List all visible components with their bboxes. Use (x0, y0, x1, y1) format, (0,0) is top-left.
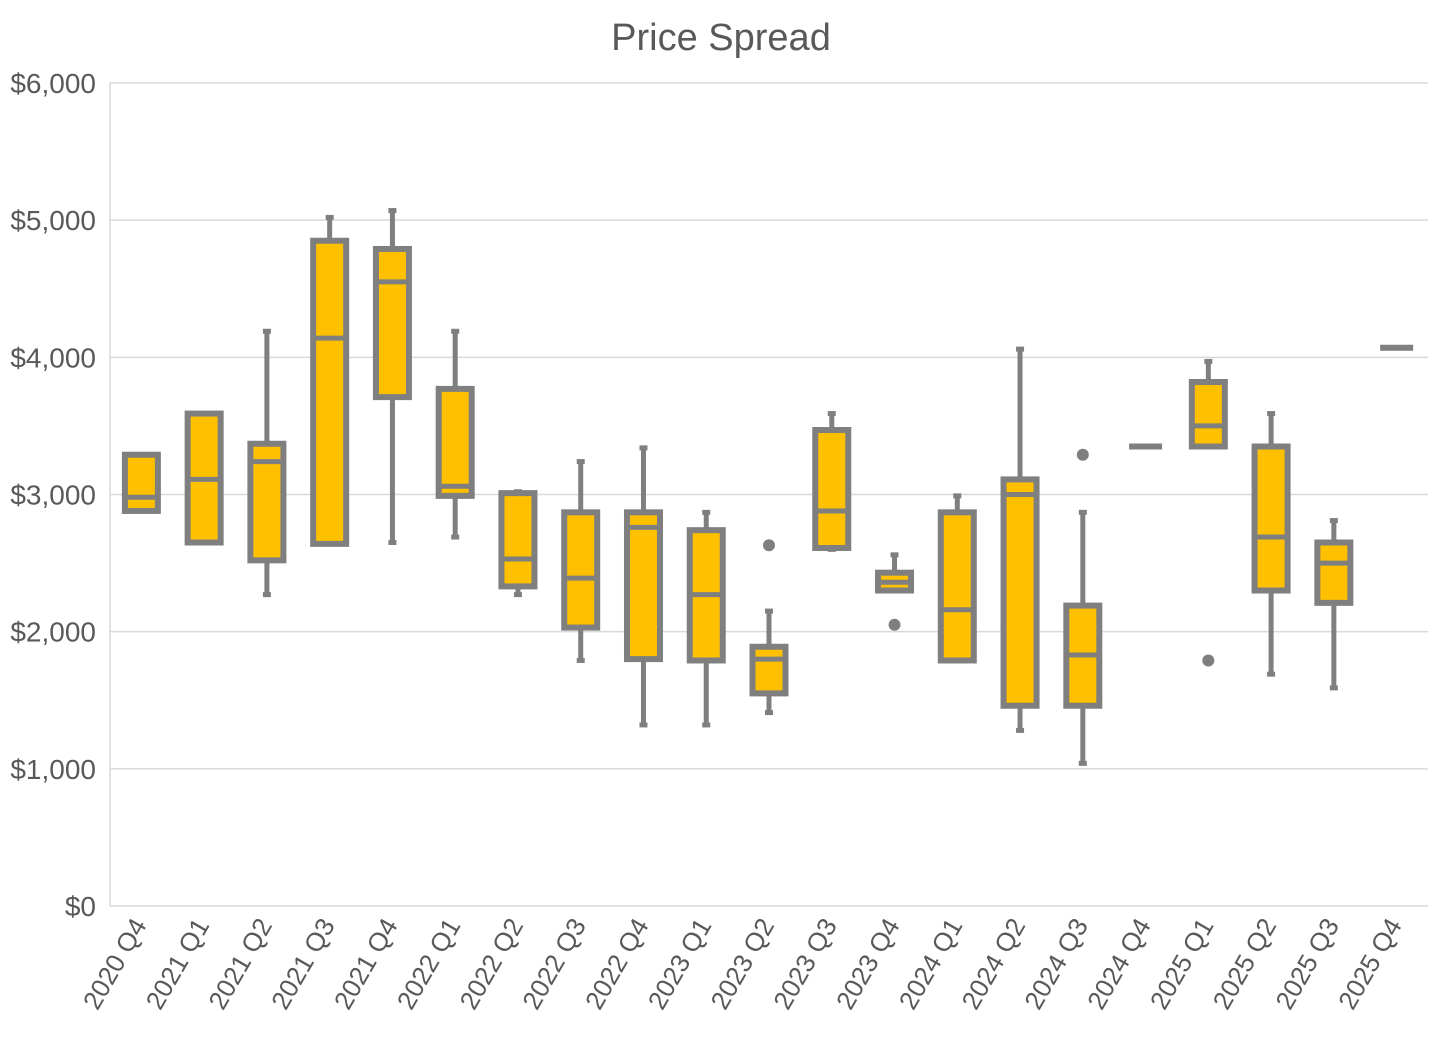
box-body (310, 237, 350, 547)
grid-lines (110, 82, 1428, 907)
y-tick-label: $2,000 (10, 617, 96, 648)
box-2023-q1 (686, 509, 726, 728)
chart-title: Price Spread (611, 17, 831, 59)
box-2024-q2 (1000, 346, 1040, 733)
box-body (121, 451, 161, 514)
boxes (121, 208, 1414, 766)
box-2022-q1 (435, 328, 475, 540)
box-body (561, 509, 601, 631)
box-2025-q3 (1314, 518, 1354, 691)
y-tick-label: $1,000 (10, 754, 96, 785)
box-2022-q2 (498, 489, 538, 598)
y-tick-label: $0 (65, 891, 96, 922)
box-body (1251, 443, 1291, 594)
box-2023-q2 (749, 539, 789, 716)
y-axis: $0 $1,000 $2,000 $3,000 $4,000 $5,000 $6,000 (10, 68, 111, 922)
box-body (749, 643, 789, 697)
box-body (372, 245, 412, 401)
box-2022-q4 (623, 445, 663, 728)
box-2022-q3 (561, 459, 601, 663)
box-2025-q1 (1188, 358, 1228, 667)
outlier-point (888, 618, 901, 631)
outlier-point (1076, 448, 1089, 461)
box-body (812, 427, 852, 551)
box-body (1314, 539, 1354, 606)
y-tick-label: $5,000 (10, 205, 96, 236)
y-tick-label: $3,000 (10, 480, 96, 511)
y-tick-label: $4,000 (10, 342, 96, 373)
outlier-point (763, 539, 775, 552)
box-body (937, 509, 977, 664)
box-2021-q4 (372, 208, 412, 546)
box-2024-q1 (937, 493, 977, 664)
box-2024-q3 (1063, 448, 1103, 766)
box-2021-q3 (310, 214, 350, 547)
box-2020-q4 (121, 451, 161, 514)
box-body (435, 385, 475, 499)
box-body (623, 509, 663, 663)
box-body (1188, 379, 1228, 450)
box-body (498, 490, 538, 590)
box-2025-q2 (1251, 411, 1291, 677)
box-2021-q1 (184, 410, 224, 546)
y-tick-label: $6,000 (10, 68, 96, 99)
box-body (1000, 476, 1040, 709)
box-2023-q4 (875, 552, 915, 631)
box-2021-q2 (247, 328, 287, 598)
box-2023-q3 (812, 411, 852, 552)
outlier-point (1202, 654, 1215, 667)
